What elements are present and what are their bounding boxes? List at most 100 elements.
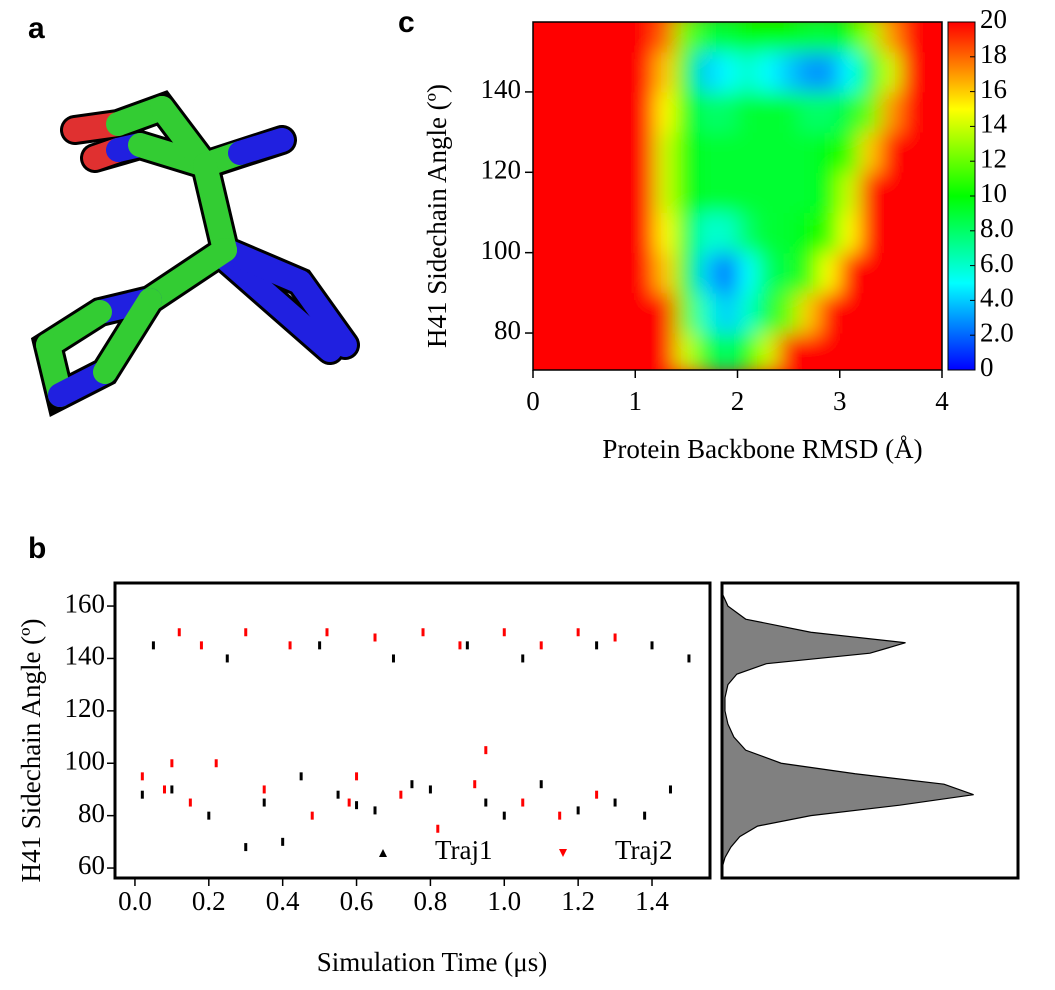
heatmap-cell (614, 252, 635, 293)
heatmap-cell (839, 252, 860, 293)
heatmap-cell (737, 91, 758, 132)
colorbar-tick-label: 0 (980, 352, 994, 382)
panel-label: a (28, 12, 45, 45)
x-tick-label: 1.4 (635, 886, 669, 916)
scatter-point (540, 641, 543, 649)
scatter-point (577, 628, 580, 636)
heatmap-cell (778, 212, 799, 253)
heatmap-cell (737, 212, 758, 253)
heatmap-cell (635, 292, 656, 333)
heatmap-cell (778, 51, 799, 92)
heatmap-cell (860, 252, 881, 293)
heatmap-cell (901, 212, 922, 253)
heatmap-cell (737, 172, 758, 213)
figure: a b c 012 (0, 0, 1055, 985)
heatmap-cell (676, 51, 697, 92)
heatmap-cell (696, 132, 717, 173)
scatter-point (141, 791, 144, 799)
heatmap-cell (635, 333, 656, 374)
heatmap-cell (839, 333, 860, 374)
heatmap-cell (655, 333, 676, 374)
heatmap-cell (921, 172, 942, 213)
heatmap-cell (860, 333, 881, 374)
colorbar-tick-label: 18 (980, 39, 1007, 69)
heatmap-cell (676, 252, 697, 293)
heatmap-cell (573, 11, 594, 52)
scatter-point (521, 799, 524, 807)
scatter-point (651, 641, 654, 649)
heatmap-cell (594, 132, 615, 173)
heatmap-cell (880, 252, 901, 293)
heatmap-cell (594, 212, 615, 253)
scatter-point (170, 759, 173, 767)
legend-marker (379, 849, 387, 857)
scatter-point (374, 633, 377, 641)
heatmap-cell (798, 91, 819, 132)
y-tick-label: 100 (65, 745, 106, 775)
heatmap-cell (737, 51, 758, 92)
x-tick-label: 2 (731, 386, 745, 416)
y-tick-label: 160 (65, 588, 106, 618)
heatmap-cell (819, 333, 840, 374)
heatmap-cell (717, 91, 738, 132)
x-tick-label: 1 (629, 386, 643, 416)
scatter-point (521, 654, 524, 662)
heatmap-cell (860, 11, 881, 52)
scatter-point (643, 812, 646, 820)
plot-frame (115, 583, 710, 878)
heatmap-cell (676, 212, 697, 253)
heatmap-cell (798, 11, 819, 52)
scatter-point (281, 838, 284, 846)
heatmap-cell (614, 11, 635, 52)
scatter-point (436, 825, 439, 833)
heatmap-cell (737, 333, 758, 374)
heatmap-cell (880, 172, 901, 213)
scatter-point (473, 780, 476, 788)
heatmap-cell (880, 91, 901, 132)
heatmap-cell (819, 132, 840, 173)
y-tick-label: 80 (494, 315, 521, 345)
heatmap-cell (778, 292, 799, 333)
scatter-point (263, 785, 266, 793)
scatter-point (410, 780, 413, 788)
scatter-point (325, 628, 328, 636)
heatmap-cell (676, 11, 697, 52)
heatmap-cell (717, 51, 738, 92)
scatter-point (669, 785, 672, 793)
panel-label: b (28, 532, 46, 565)
heatmap-cell (757, 212, 778, 253)
colorbar-tick-label: 10 (980, 178, 1007, 208)
colorbar-tick-label: 12 (980, 143, 1007, 173)
scatter-point (152, 641, 155, 649)
heatmap-cell (798, 292, 819, 333)
y-axis-label: H41 Sidechain Angle (º) (422, 84, 452, 348)
heatmap-cell (737, 11, 758, 52)
heatmap-cell (819, 252, 840, 293)
scatter-point (207, 812, 210, 820)
x-tick-label: 0.2 (192, 886, 226, 916)
heatmap-cell (921, 132, 942, 173)
scatter-point (392, 654, 395, 662)
heatmap-cell (819, 51, 840, 92)
heatmap-cell (717, 333, 738, 374)
heatmap-cell (757, 333, 778, 374)
heatmap-cell (696, 292, 717, 333)
heatmap-cell (533, 51, 554, 92)
heatmap-cell (717, 11, 738, 52)
x-axis-label: Protein Backbone RMSD (Å) (602, 434, 922, 464)
scatter-point (215, 759, 218, 767)
x-tick-label: 1.2 (561, 886, 595, 916)
heatmap-cell (860, 292, 881, 333)
heatmap-cell (594, 252, 615, 293)
heatmap-cell (533, 212, 554, 253)
scatter-point (189, 799, 192, 807)
heatmap-cell (839, 172, 860, 213)
scatter-point (355, 801, 358, 809)
heatmap-cell (880, 51, 901, 92)
heatmap-cell (901, 292, 922, 333)
panel-label: c (398, 6, 415, 39)
heatmap-cell (757, 252, 778, 293)
y-tick-label: 140 (65, 641, 106, 671)
y-tick-label: 100 (481, 235, 522, 265)
heatmap-cell (880, 292, 901, 333)
